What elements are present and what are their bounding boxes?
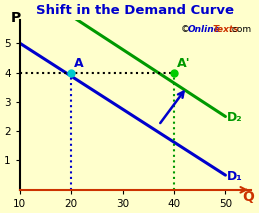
Text: A: A: [74, 57, 83, 70]
Text: Texts: Texts: [213, 25, 240, 34]
Text: Online: Online: [188, 25, 220, 34]
Text: P: P: [11, 11, 21, 25]
Text: D₂: D₂: [227, 111, 243, 124]
Text: A': A': [177, 57, 190, 70]
Text: D₁: D₁: [227, 170, 243, 183]
Text: Q: Q: [243, 190, 255, 204]
Title: Shift in the Demand Curve: Shift in the Demand Curve: [37, 4, 234, 17]
Text: ©: ©: [181, 25, 190, 34]
Text: .com: .com: [229, 25, 251, 34]
